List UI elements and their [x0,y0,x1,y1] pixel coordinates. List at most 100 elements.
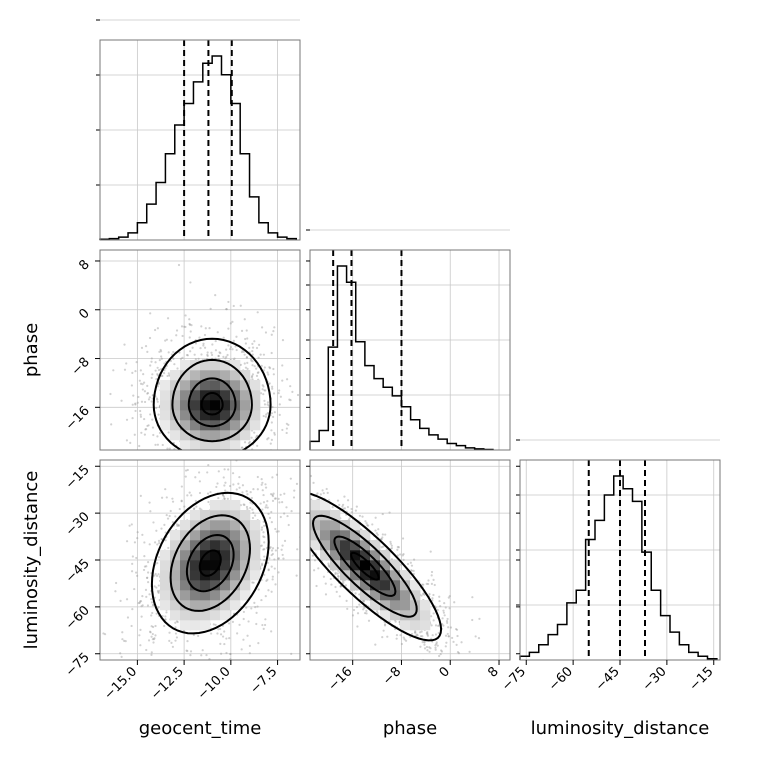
scatter-point [183,505,186,508]
scatter-point [267,569,270,572]
scatter-point [389,540,392,543]
panel-frame [99,249,301,451]
y-axis-label-phase: phase [21,323,42,377]
scatter-point [245,490,248,493]
scatter-point [164,618,167,621]
scatter-point [142,373,145,376]
density-cell [220,530,231,541]
scatter-point [342,581,345,584]
scatter-point [164,615,167,618]
scatter-point [157,368,161,372]
scatter-point [156,366,159,369]
scatter-point [304,576,306,578]
scatter-point [254,514,257,517]
scatter-point [179,357,183,360]
density-cell [400,570,411,581]
scatter-point [134,402,137,405]
scatter-point [220,451,222,453]
scatter-point [155,406,158,410]
scatter-point [313,559,317,562]
density-cell [240,530,251,541]
density-cell [190,440,201,450]
scatter-point [250,375,254,378]
scatter-point [365,612,368,615]
scatter-point [242,610,245,614]
scatter-point [146,384,149,387]
density-cell [190,620,201,631]
scatter-point [241,484,245,487]
scatter-point [271,547,275,550]
density-cell [400,590,411,601]
scatter-point [174,621,177,624]
scatter-point [229,347,232,351]
scatter-point [270,333,273,336]
scatter-point [146,576,149,579]
scatter-point [337,575,340,578]
scatter-point [260,598,263,602]
scatter-point [367,619,371,622]
scatter-point [155,397,159,400]
density-cell [340,550,351,561]
y-tick-label: −30 [63,509,93,539]
density-cell [400,620,411,631]
scatter-point [260,478,263,481]
scatter-point [229,652,232,656]
scatter-point [315,584,318,588]
scatter-point [277,530,280,533]
scatter-point [175,620,179,623]
scatter-point [152,433,155,437]
density-cell [320,550,331,561]
scatter-point [250,607,253,610]
scatter-point [335,590,338,593]
scatter-point [355,605,359,609]
density-cell [180,370,191,381]
scatter-point [281,501,284,504]
scatter-point [206,492,210,495]
scatter-point [270,549,274,552]
scatter-point [149,510,152,513]
scatter-point [266,403,269,406]
scatter-point [263,458,265,460]
scatter-point [194,476,197,479]
scatter-point [285,427,288,430]
scatter-point [163,523,166,527]
scatter-point [266,412,269,415]
scatter-point [261,489,264,492]
scatter-point [150,357,153,360]
scatter-point [447,635,450,638]
scatter-point [281,428,284,432]
scatter-point [356,625,359,628]
scatter-point [198,507,202,510]
density-cell [170,600,181,611]
scatter-point [151,418,154,421]
scatter-point [381,636,384,639]
scatter-point [343,495,346,498]
scatter-point [388,511,391,514]
scatter-point [216,331,219,334]
scatter-point [210,632,213,635]
scatter-point [154,634,157,637]
density-cell [350,560,361,571]
scatter-point [341,579,345,583]
density-cell [190,400,201,411]
scatter-point [146,424,149,428]
density-cell [230,520,241,531]
scatter-point [168,514,171,518]
scatter-point [161,374,164,378]
scatter-point [262,353,266,356]
scatter-point [152,521,155,524]
scatter-point [202,457,204,459]
scatter-point [172,450,174,452]
scatter-point [189,330,192,333]
scatter-point [223,497,226,500]
scatter-point [147,398,151,401]
scatter-point [440,649,443,652]
density-cell [230,600,241,611]
scatter-point [336,499,340,502]
scatter-point [255,346,259,350]
scatter-point [439,605,442,608]
density-cell [200,560,211,571]
density-cell [200,510,211,521]
scatter-point [390,544,393,547]
scatter-point [449,626,453,629]
